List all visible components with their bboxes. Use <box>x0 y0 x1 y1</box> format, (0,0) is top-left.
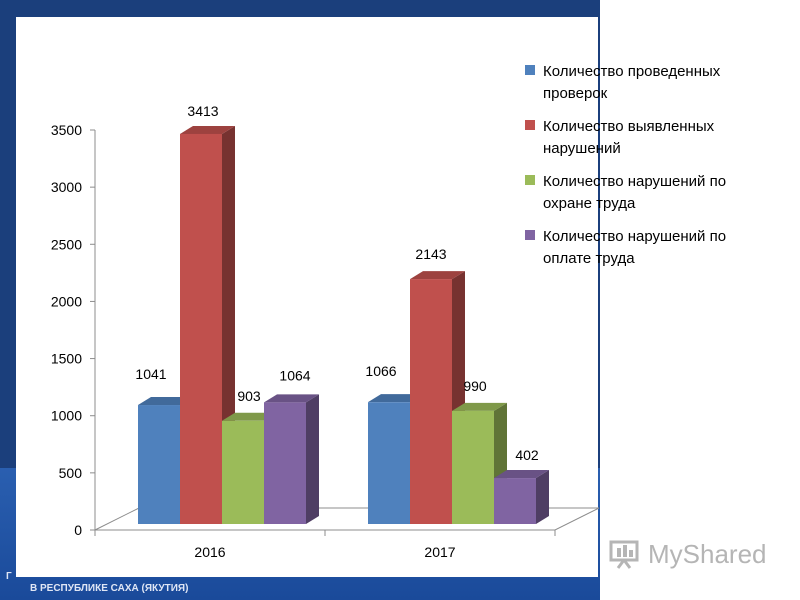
bar-top <box>368 394 423 403</box>
data-label: 2143 <box>415 246 446 262</box>
data-label: 990 <box>463 378 487 394</box>
bar <box>452 410 494 524</box>
bar <box>264 402 306 524</box>
x-tick-label: 2017 <box>424 544 455 560</box>
bar-top <box>452 402 507 411</box>
footer-text: В РЕСПУБЛИКЕ САХА (ЯКУТИЯ) <box>30 583 189 594</box>
y-tick-label: 2000 <box>51 293 82 309</box>
y-tick-label: 1500 <box>51 351 82 367</box>
y-tick-label: 1000 <box>51 408 82 424</box>
bar <box>222 420 264 524</box>
data-label: 3413 <box>187 103 218 119</box>
footer-left-fragment: Г <box>6 571 12 582</box>
y-tick-label: 0 <box>74 522 82 538</box>
bar-top <box>138 397 193 406</box>
data-label: 402 <box>515 447 539 463</box>
legend-swatch <box>525 65 535 75</box>
bar <box>368 402 410 524</box>
watermark: MyShared <box>608 537 768 573</box>
legend-swatch <box>525 120 535 130</box>
bar <box>180 133 222 524</box>
y-tick-label: 3000 <box>51 179 82 195</box>
bar-top <box>494 470 549 479</box>
legend-label: Количество выявленных нарушений <box>543 118 715 157</box>
y-tick-label: 2500 <box>51 236 82 252</box>
bar-top <box>180 125 235 134</box>
bar-side <box>536 470 549 524</box>
y-tick-label: 500 <box>59 465 83 481</box>
legend-swatch <box>525 230 535 240</box>
bar <box>494 478 536 524</box>
legend-label: Количество нарушений по оплате труда <box>543 228 726 267</box>
data-label: 1064 <box>279 367 310 383</box>
y-tick-label: 3500 <box>51 122 82 138</box>
watermark-text: MyShared <box>648 539 767 569</box>
data-label: 1066 <box>365 363 396 379</box>
legend-label: Количество проведенных проверок <box>543 63 721 102</box>
data-label: 903 <box>237 388 261 404</box>
legend-swatch <box>525 175 535 185</box>
x-tick-label: 2016 <box>194 544 225 560</box>
bar <box>138 405 180 524</box>
bar-top <box>410 271 465 280</box>
bar-top <box>222 412 277 421</box>
legend-label: Количество нарушений по охране труда <box>543 173 726 212</box>
data-label: 1041 <box>135 366 166 382</box>
bar <box>410 279 452 524</box>
bar-top <box>264 394 319 403</box>
bar-side <box>306 394 319 524</box>
presentation-board-icon <box>609 540 639 569</box>
